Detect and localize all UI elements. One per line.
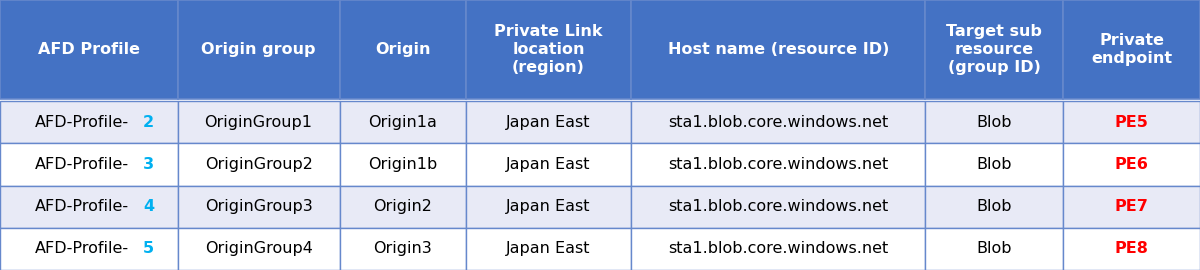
Bar (631, 228, 925, 270)
Bar (466, 101, 631, 143)
Bar (0, 101, 178, 143)
Bar (925, 143, 1063, 186)
Bar (340, 101, 466, 143)
Bar (631, 143, 925, 186)
Bar (631, 186, 925, 228)
Bar (925, 186, 1063, 228)
Text: sta1.blob.core.windows.net: sta1.blob.core.windows.net (668, 241, 888, 256)
Bar (925, 228, 1063, 270)
Text: OriginGroup3: OriginGroup3 (205, 199, 312, 214)
Text: Blob: Blob (977, 199, 1012, 214)
Bar (178, 143, 340, 186)
Bar (631, 0, 925, 99)
Text: Japan East: Japan East (506, 241, 590, 256)
Text: PE6: PE6 (1115, 157, 1148, 172)
Text: PE5: PE5 (1115, 115, 1148, 130)
Bar (0, 186, 178, 228)
Text: PE7: PE7 (1115, 199, 1148, 214)
Text: AFD Profile: AFD Profile (38, 42, 140, 57)
Text: Japan East: Japan East (506, 199, 590, 214)
Bar (631, 101, 925, 143)
Bar (466, 186, 631, 228)
Bar (1063, 101, 1200, 143)
Bar (178, 0, 340, 99)
Bar (0, 143, 178, 186)
Text: AFD-Profile-: AFD-Profile- (35, 115, 130, 130)
Text: Japan East: Japan East (506, 115, 590, 130)
Text: Blob: Blob (977, 241, 1012, 256)
Bar (340, 228, 466, 270)
Bar (925, 0, 1063, 99)
Text: Origin3: Origin3 (373, 241, 432, 256)
Text: AFD-Profile-: AFD-Profile- (35, 199, 130, 214)
Bar (0, 0, 178, 99)
Text: OriginGroup1: OriginGroup1 (205, 115, 312, 130)
Text: Blob: Blob (977, 115, 1012, 130)
Bar (1063, 0, 1200, 99)
Bar (178, 101, 340, 143)
Bar (1063, 228, 1200, 270)
Bar (340, 143, 466, 186)
Bar (466, 0, 631, 99)
Bar (340, 0, 466, 99)
Text: Origin1a: Origin1a (368, 115, 437, 130)
Bar (178, 186, 340, 228)
Text: Origin group: Origin group (202, 42, 316, 57)
Text: AFD-Profile-: AFD-Profile- (35, 241, 130, 256)
Bar (178, 228, 340, 270)
Text: Origin1b: Origin1b (368, 157, 437, 172)
Text: Target sub
resource
(group ID): Target sub resource (group ID) (947, 24, 1042, 75)
Bar (1063, 143, 1200, 186)
Text: Origin2: Origin2 (373, 199, 432, 214)
Bar (466, 143, 631, 186)
Text: 4: 4 (143, 199, 154, 214)
Bar (1063, 186, 1200, 228)
Text: Host name (resource ID): Host name (resource ID) (667, 42, 889, 57)
Text: sta1.blob.core.windows.net: sta1.blob.core.windows.net (668, 157, 888, 172)
Bar (340, 186, 466, 228)
Text: sta1.blob.core.windows.net: sta1.blob.core.windows.net (668, 115, 888, 130)
Text: PE8: PE8 (1115, 241, 1148, 256)
Text: Blob: Blob (977, 157, 1012, 172)
Text: 2: 2 (143, 115, 154, 130)
Text: AFD-Profile-: AFD-Profile- (35, 157, 130, 172)
Bar (925, 101, 1063, 143)
Text: Private Link
location
(region): Private Link location (region) (494, 24, 602, 75)
Text: Japan East: Japan East (506, 157, 590, 172)
Text: 3: 3 (143, 157, 154, 172)
Text: Private
endpoint: Private endpoint (1091, 33, 1172, 66)
Text: 5: 5 (143, 241, 154, 256)
Bar (0, 228, 178, 270)
Bar (466, 228, 631, 270)
Text: Origin: Origin (374, 42, 431, 57)
Text: OriginGroup4: OriginGroup4 (205, 241, 312, 256)
Text: OriginGroup2: OriginGroup2 (205, 157, 312, 172)
Text: sta1.blob.core.windows.net: sta1.blob.core.windows.net (668, 199, 888, 214)
